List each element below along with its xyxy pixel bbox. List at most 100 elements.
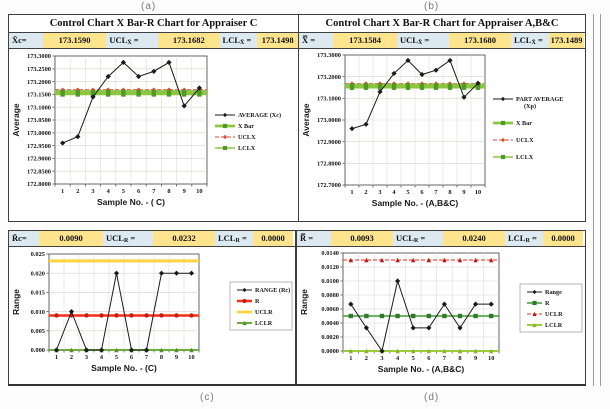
svg-text:4: 4: [396, 355, 400, 362]
y-axis: 172.8000 172.8500 172.9000 172.9500 173.0000…: [27, 53, 55, 188]
panel-a-title: Control Chart X Bar-R Chart for Appraise…: [9, 15, 298, 33]
legend: RANGE (Rc) R UCLR LCLR: [229, 281, 293, 331]
svg-text:X Bar: X Bar: [238, 123, 254, 130]
svg-text:8: 8: [167, 188, 170, 195]
panel-appraiser-abc-xbar: Control Chart X Bar-R Chart for Appraise…: [298, 14, 586, 222]
svg-text:2: 2: [365, 355, 368, 362]
svg-text:4: 4: [392, 189, 396, 196]
svg-text:1: 1: [349, 355, 352, 362]
panel-a-header-label: LCLX̄ =: [219, 33, 258, 48]
svg-text:2: 2: [364, 189, 367, 196]
panel-b-chart-area: 172.7000 172.8000 172.9000 173.0000 173.1000…: [299, 49, 585, 226]
svg-text:172.8000: 172.8000: [27, 181, 51, 188]
svg-text:9: 9: [474, 355, 477, 362]
figure-label-c: (c): [200, 392, 215, 403]
panel-a-header-value: 173.1590: [42, 33, 107, 48]
legend: Range R UCLR LCLR: [519, 283, 583, 333]
svg-text:5: 5: [406, 189, 409, 196]
svg-text:(Xp): (Xp): [524, 103, 536, 110]
svg-text:0.0060: 0.0060: [321, 306, 339, 313]
svg-text:173.0000: 173.0000: [317, 117, 341, 124]
svg-text:X Bar: X Bar: [516, 120, 532, 127]
legend: AVERAGE (Xc) X Bar UCLX LCLX: [215, 112, 281, 152]
svg-text:173.1000: 173.1000: [317, 96, 341, 103]
svg-text:173.2500: 173.2500: [27, 66, 51, 73]
panel-c-header-label: LCLR =: [215, 231, 253, 246]
svg-text:0.0080: 0.0080: [321, 292, 339, 299]
svg-text:9: 9: [175, 354, 178, 361]
svg-text:4: 4: [100, 354, 104, 361]
svg-text:172.9000: 172.9000: [317, 139, 341, 146]
svg-text:7: 7: [443, 355, 447, 362]
svg-text:0.025: 0.025: [31, 251, 45, 258]
svg-text:8: 8: [458, 355, 461, 362]
figure-label-d: (d): [424, 392, 440, 403]
panel-b-header-label: UCLX̄ =: [397, 33, 449, 48]
svg-text:3: 3: [380, 355, 383, 362]
panel-c-header-value: 0.0232: [153, 231, 215, 246]
gridlines: [345, 55, 485, 185]
svg-text:173.0000: 173.0000: [27, 130, 51, 137]
legend: PART AVERAGE(Xp) X Bar UCLX LCLX: [493, 96, 563, 161]
panel-appraiser-c-range: R̄c= 0.0090 UCLR = 0.0232 LCLR = 0.0000 0.000…: [8, 230, 296, 386]
panel-a-header-label: X̄c=: [9, 33, 43, 48]
y-axis-title: Average: [11, 103, 21, 137]
svg-text:0.020: 0.020: [31, 270, 45, 277]
svg-text:3: 3: [378, 189, 381, 196]
svg-text:0.0020: 0.0020: [321, 334, 339, 341]
svg-text:3: 3: [91, 188, 94, 195]
panel-d-header-label: LCLR =: [505, 231, 543, 246]
svg-text:7: 7: [434, 189, 438, 196]
svg-text:LCLX: LCLX: [238, 145, 256, 152]
figure-label-a: (a): [141, 1, 157, 12]
svg-text:2: 2: [70, 354, 73, 361]
svg-text:172.9000: 172.9000: [27, 156, 51, 163]
svg-text:9: 9: [462, 189, 465, 196]
svg-text:0.000: 0.000: [31, 347, 45, 354]
svg-text:173.3000: 173.3000: [317, 52, 341, 59]
svg-text:9: 9: [183, 188, 186, 195]
svg-text:R: R: [255, 298, 260, 305]
svg-text:PART AVERAGE: PART AVERAGE: [516, 96, 563, 103]
y-axis: 0.000 0.005 0.010 0.015 0.020 0.025: [31, 251, 49, 354]
x-axis-title: Sample No. - (C): [91, 363, 157, 373]
svg-text:1: 1: [61, 188, 64, 195]
svg-text:LCLR: LCLR: [545, 322, 563, 329]
svg-text:2: 2: [76, 188, 79, 195]
panel-b-header-value: 173.1489: [549, 33, 584, 48]
panel-b-header-label: X̿ =: [299, 33, 333, 48]
svg-text:6: 6: [130, 354, 134, 361]
svg-text:8: 8: [160, 354, 163, 361]
panel-d-header-label: R̿ =: [297, 231, 331, 246]
svg-text:173.2000: 173.2000: [317, 74, 341, 81]
svg-text:6: 6: [427, 355, 431, 362]
svg-text:6: 6: [137, 188, 141, 195]
svg-text:0.015: 0.015: [31, 290, 45, 297]
svg-text:10: 10: [488, 355, 494, 362]
svg-text:173.1000: 173.1000: [27, 104, 51, 111]
panel-d-header-label: UCLR =: [393, 231, 443, 246]
sheet-edge-line-outer2: [600, 14, 601, 386]
svg-text:UCLR: UCLR: [545, 311, 563, 318]
panel-b-header-label: LCLX̄ =: [511, 33, 549, 48]
panel-a-header-value: 173.1682: [157, 33, 220, 48]
x-axis: 1 2 3 4 5 6 7 8 9 10: [344, 185, 486, 196]
series: [49, 259, 199, 353]
x-axis-title: Sample No. - (A,B&C): [372, 198, 459, 208]
svg-text:LCLR: LCLR: [255, 320, 273, 327]
sheet-edge-line-outer: [593, 14, 594, 386]
svg-text:5: 5: [122, 188, 125, 195]
svg-text:RANGE (Rc): RANGE (Rc): [255, 287, 290, 294]
chart-c-svg: 0.000 0.005 0.010 0.015 0.020 0.025 1 2 3 4 5 6 7 8 9 1…: [11, 251, 293, 373]
svg-text:172.9500: 172.9500: [27, 143, 51, 150]
panel-b-header-row: X̿ = 173.1584 UCLX̄ = 173.1680 LCLX̄ = 173.14…: [299, 33, 585, 49]
svg-text:7: 7: [152, 188, 156, 195]
x-axis: 1 2 3 4 5 6 7 8 9 10: [54, 184, 208, 195]
svg-text:4: 4: [107, 188, 111, 195]
svg-text:5: 5: [115, 354, 118, 361]
figure-label-b: (b): [424, 1, 440, 12]
panel-appraiser-c-xbar: Control Chart X Bar-R Chart for Appraise…: [8, 14, 299, 222]
panel-c-header-label: UCLR =: [103, 231, 153, 246]
panel-b-header-value: 173.1680: [449, 33, 511, 48]
